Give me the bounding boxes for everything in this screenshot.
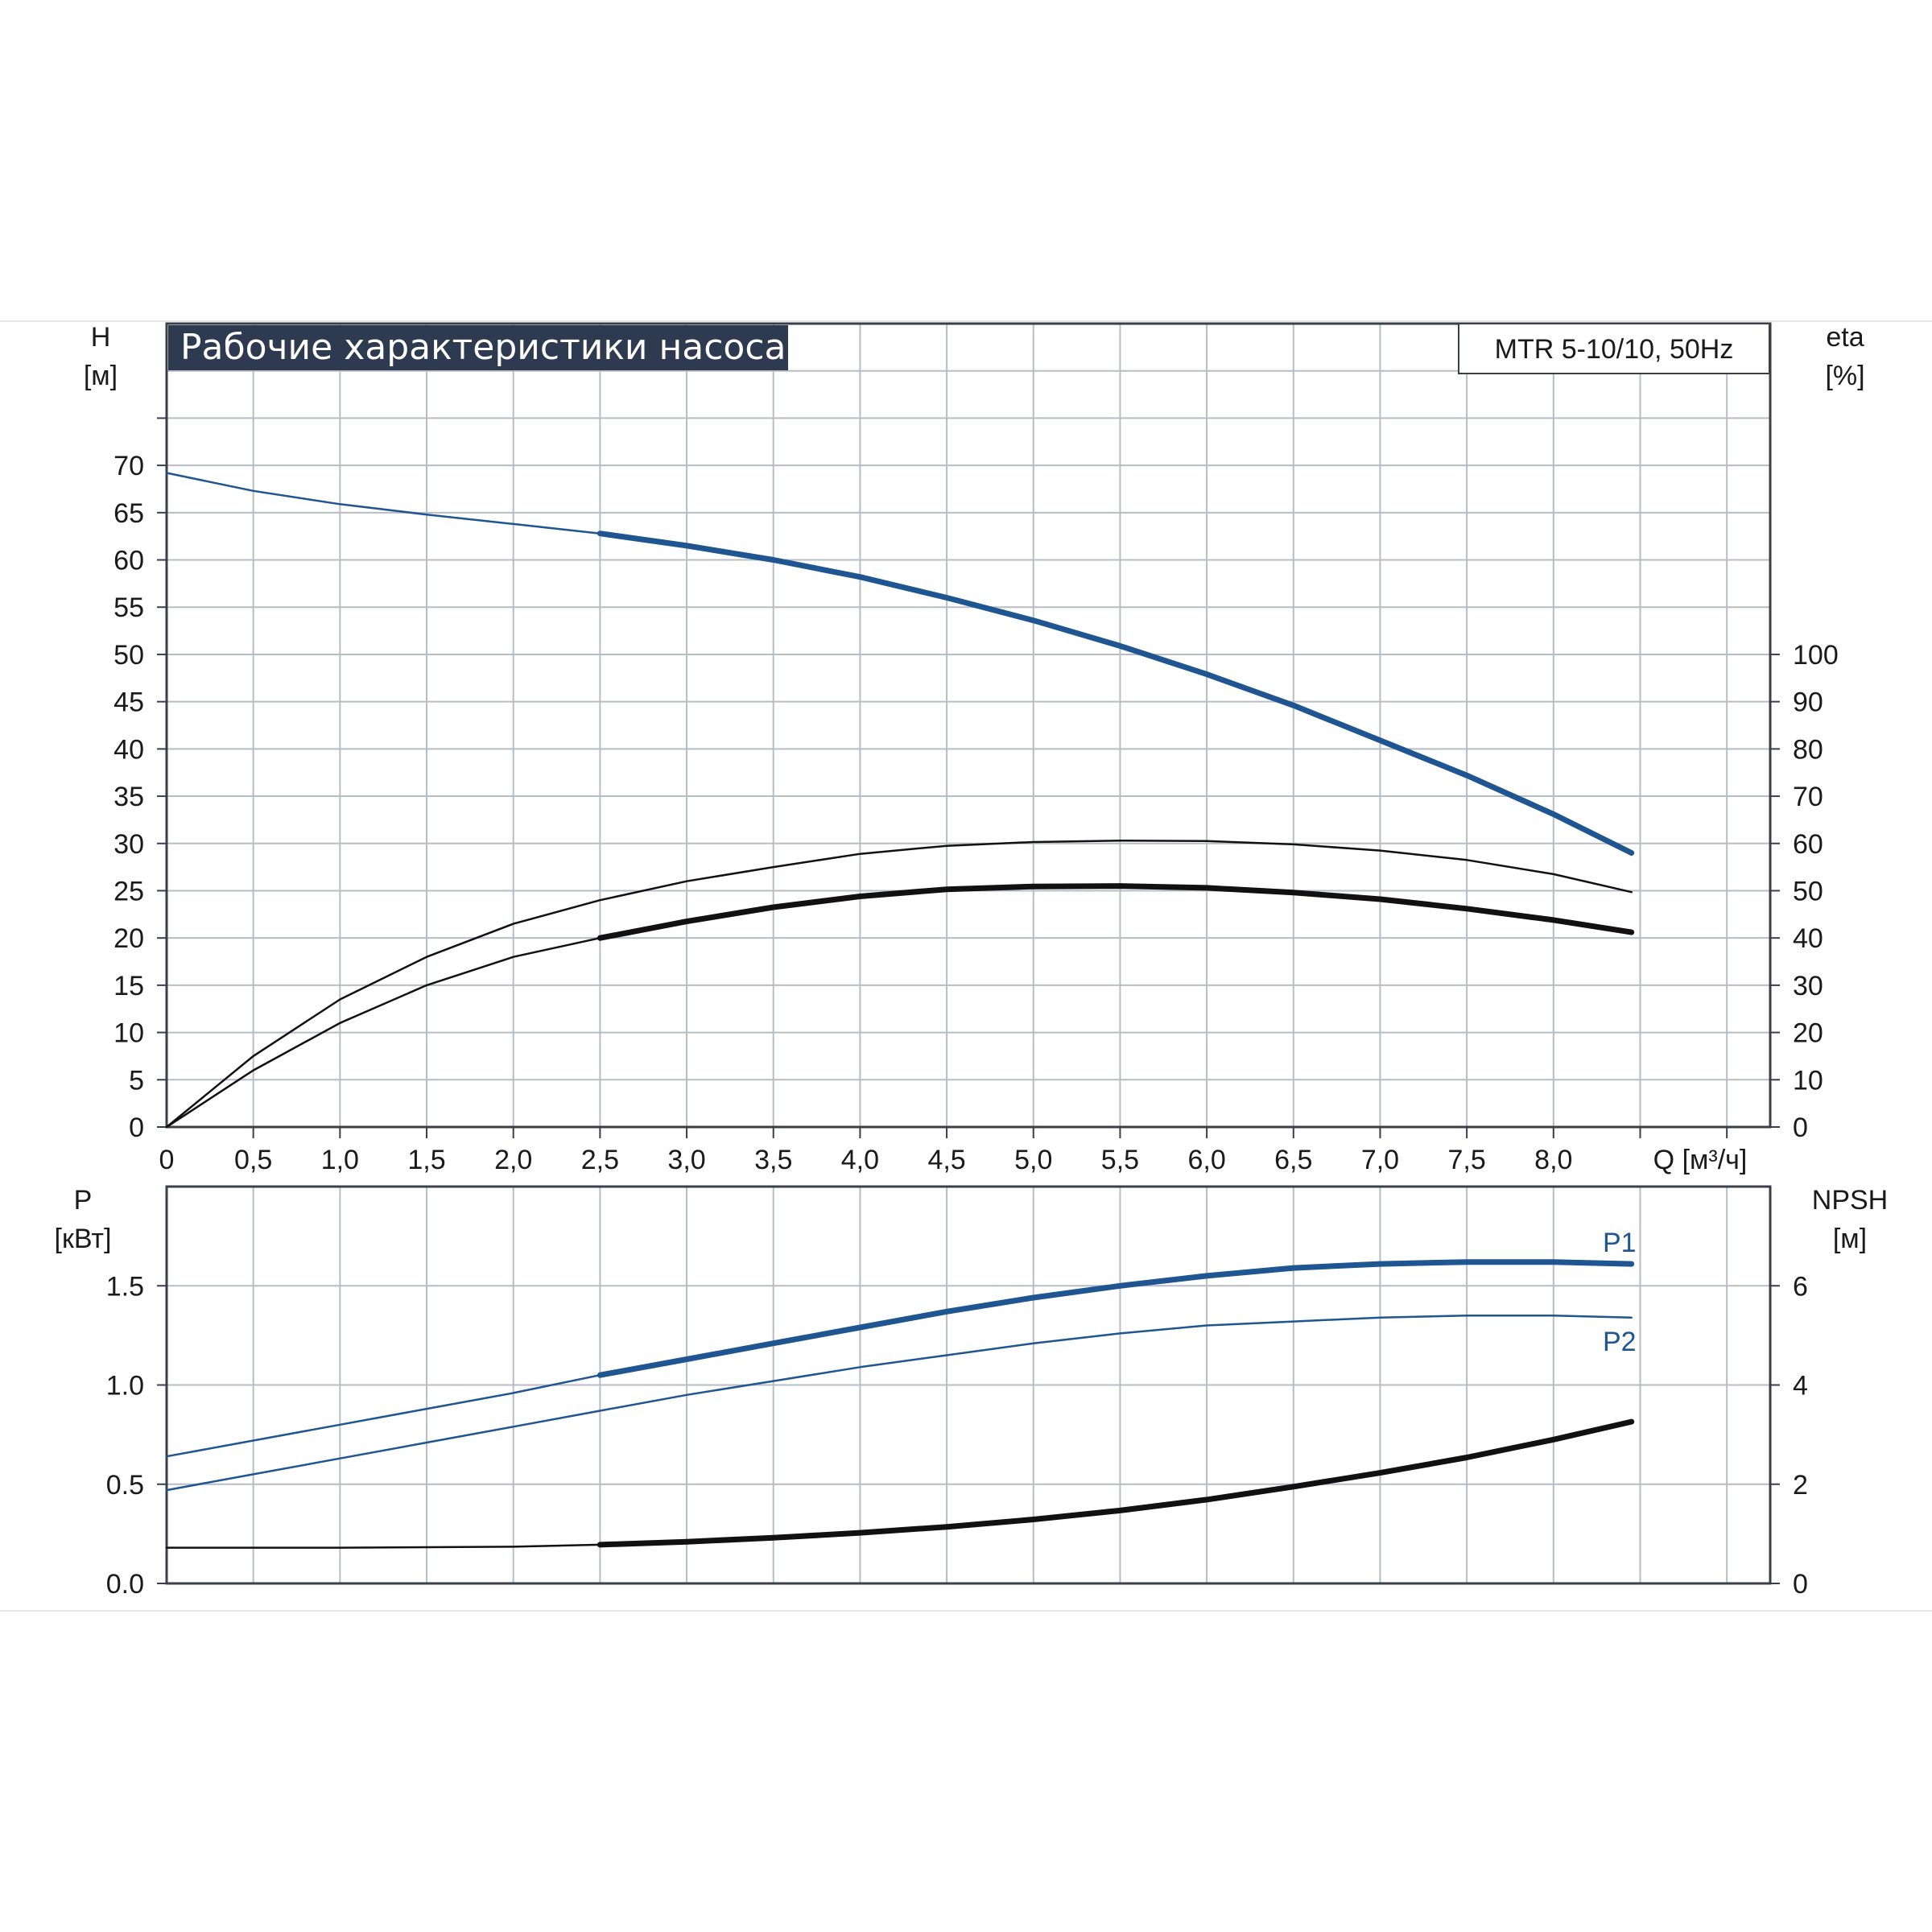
left-tick-label-10: 10 xyxy=(114,1018,144,1049)
series-line-eta_lower xyxy=(597,883,1635,941)
right-axis-label: eta xyxy=(1826,322,1864,353)
top-grid xyxy=(167,324,1770,1127)
power-npsh-panel: 0.0 0.5 1.0 1.5 0 2 4 6 P [кВт] NPSH [м] P1 P2 xyxy=(55,1185,1889,1600)
left-tick-label-20: 20 xyxy=(114,923,144,954)
top-tick-marks xyxy=(157,417,1780,1138)
right-tick-label-60: 60 xyxy=(1793,829,1823,860)
series-line-head xyxy=(597,530,1635,856)
top-tick-labels: 0 5 10 15 20 25 30 35 40 45 50 55 60 65 70 0 10 20 30 40 50 6… xyxy=(114,451,1839,1175)
right-axis-unit: [%] xyxy=(1825,361,1864,391)
x-tick-label-5-5: 5,5 xyxy=(1101,1145,1139,1175)
right-tick-label-90: 90 xyxy=(1793,687,1823,718)
x-tick-label-7-5: 7,5 xyxy=(1448,1145,1486,1175)
left-axis-label: H xyxy=(91,322,111,353)
series-line-npsh-thin xyxy=(165,1543,601,1549)
bottom-tick-labels: 0.0 0.5 1.0 1.5 0 2 4 6 xyxy=(106,1271,1808,1600)
bottom-grid xyxy=(167,1187,1770,1583)
left-tick-label-0: 0.0 xyxy=(106,1569,144,1600)
series-line-p2-thin xyxy=(165,1314,1633,1492)
x-tick-label-4-5: 4,5 xyxy=(927,1145,965,1175)
right-tick-label-10: 10 xyxy=(1793,1065,1823,1096)
npsh-axis-unit: [м] xyxy=(1833,1224,1867,1254)
x-tick-label-1-0: 1,0 xyxy=(321,1145,359,1175)
right-tick-label-100: 100 xyxy=(1793,640,1839,671)
left-tick-label-0: 0 xyxy=(129,1113,144,1143)
page-title: Рабочие характеристики насоса xyxy=(180,327,786,368)
left-tick-label-50: 50 xyxy=(114,640,144,671)
model-label: MTR 5-10/10, 50Hz xyxy=(1495,334,1734,365)
left-tick-label-30: 30 xyxy=(114,829,144,860)
right-tick-label-6: 6 xyxy=(1793,1271,1808,1302)
x-tick-label-6-0: 6,0 xyxy=(1187,1145,1225,1175)
series-label-p1: P1 xyxy=(1603,1228,1637,1258)
series-label-p2: P2 xyxy=(1603,1327,1637,1357)
power-axis-unit: [кВт] xyxy=(55,1224,112,1254)
right-tick-label-40: 40 xyxy=(1793,923,1823,954)
x-tick-label-8-0: 8,0 xyxy=(1534,1145,1572,1175)
right-tick-label-4: 4 xyxy=(1793,1371,1808,1402)
x-tick-label-7-0: 7,0 xyxy=(1361,1145,1399,1175)
top-series xyxy=(165,472,1635,1129)
left-tick-label-65: 65 xyxy=(114,498,144,529)
left-tick-label-15: 15 xyxy=(114,971,144,1001)
head-efficiency-panel: 0 5 10 15 20 25 30 35 40 45 50 55 60 65 70 0 10 20 30 40 50 6… xyxy=(84,322,1865,1175)
series-line-p1-thin xyxy=(165,1373,601,1458)
left-tick-label-35: 35 xyxy=(114,782,144,812)
x-tick-label-2-0: 2,0 xyxy=(494,1145,532,1175)
right-tick-label-70: 70 xyxy=(1793,782,1823,812)
x-tick-label-2-5: 2,5 xyxy=(581,1145,619,1175)
left-axis-unit: [м] xyxy=(84,361,118,391)
x-tick-label-1-5: 1,5 xyxy=(407,1145,445,1175)
bottom-tick-marks xyxy=(157,1285,1780,1584)
left-tick-label-60: 60 xyxy=(114,546,144,576)
model-box xyxy=(1458,323,1770,374)
left-tick-label-1-5: 1.5 xyxy=(106,1271,144,1302)
left-tick-label-5: 5 xyxy=(129,1065,144,1096)
left-tick-label-25: 25 xyxy=(114,876,144,906)
bottom-series xyxy=(165,1259,1635,1549)
x-axis-unit: Q [м³/ч] xyxy=(1653,1145,1748,1175)
series-line-head-thin xyxy=(165,472,601,535)
x-tick-label-0-0: 0 xyxy=(159,1145,175,1175)
left-tick-label-0-5: 0.5 xyxy=(106,1470,144,1501)
x-tick-label-3-0: 3,0 xyxy=(667,1145,705,1175)
series-line-p1 xyxy=(597,1259,1635,1378)
right-tick-label-50: 50 xyxy=(1793,876,1823,906)
left-tick-label-1: 1.0 xyxy=(106,1371,144,1402)
x-tick-label-0-5: 0,5 xyxy=(234,1145,272,1175)
title-box xyxy=(168,325,788,370)
right-tick-label-20: 20 xyxy=(1793,1018,1823,1049)
left-tick-label-55: 55 xyxy=(114,592,144,623)
series-line-eta_upper-thin xyxy=(165,839,1633,1129)
right-tick-label-0: 0 xyxy=(1793,1113,1808,1143)
x-tick-label-6-5: 6,5 xyxy=(1274,1145,1312,1175)
series-line-eta_lower-thin xyxy=(165,936,601,1129)
right-tick-label-80: 80 xyxy=(1793,734,1823,765)
right-tick-label-2: 2 xyxy=(1793,1470,1808,1501)
top-plot-frame xyxy=(165,322,1772,1129)
x-tick-label-5-0: 5,0 xyxy=(1014,1145,1052,1175)
right-tick-label-30: 30 xyxy=(1793,971,1823,1001)
left-tick-label-45: 45 xyxy=(114,687,144,718)
left-tick-label-40: 40 xyxy=(114,734,144,765)
right-tick-label-0: 0 xyxy=(1793,1569,1808,1600)
power-axis-label: P xyxy=(74,1185,93,1216)
npsh-axis-label: NPSH xyxy=(1812,1185,1888,1216)
x-tick-label-3-5: 3,5 xyxy=(754,1145,792,1175)
series-line-npsh xyxy=(597,1418,1635,1548)
x-tick-label-4-0: 4,0 xyxy=(841,1145,879,1175)
left-tick-label-70: 70 xyxy=(114,451,144,481)
